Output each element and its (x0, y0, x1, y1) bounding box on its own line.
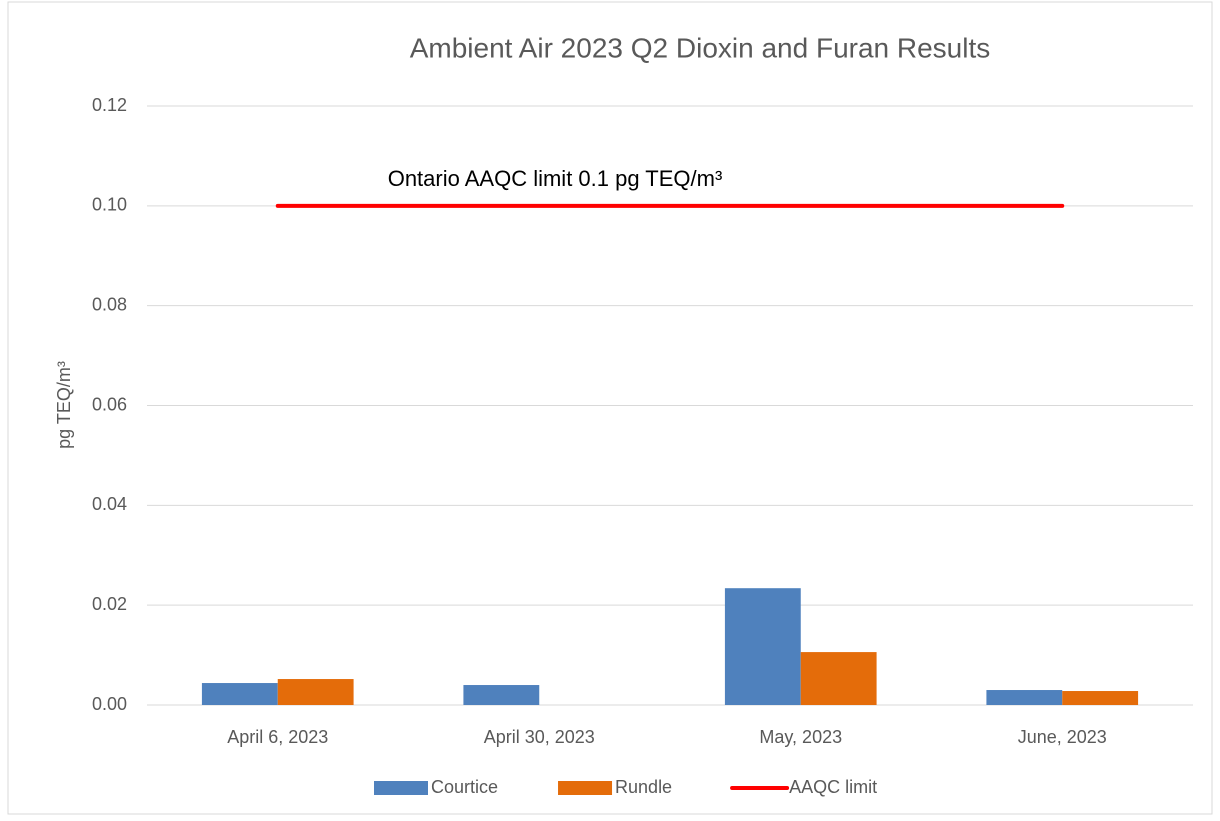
legend-label: Courtice (431, 777, 498, 797)
chart-frame (7, 1, 1213, 815)
bar (1062, 691, 1139, 705)
bar (463, 685, 540, 705)
x-tick-label: May, 2023 (759, 727, 842, 747)
y-axis-label: pg TEQ/m³ (54, 361, 74, 449)
x-tick-label: April 30, 2023 (484, 727, 595, 747)
y-tick-label: 0.06 (92, 394, 127, 414)
legend-label: Rundle (615, 777, 672, 797)
y-tick-label: 0.02 (92, 594, 127, 614)
bar (201, 683, 278, 705)
y-tick-label: 0.08 (92, 294, 127, 314)
y-tick-label: 0.04 (92, 494, 127, 514)
y-tick-label: 0.00 (92, 694, 127, 714)
bar (986, 690, 1063, 705)
bar (277, 679, 354, 705)
x-tick-label: June, 2023 (1018, 727, 1107, 747)
x-tick-label: April 6, 2023 (227, 727, 328, 747)
y-tick-label: 0.12 (92, 95, 127, 115)
y-tick-label: 0.10 (92, 195, 127, 215)
legend-swatch (374, 781, 428, 795)
annotation: Ontario AAQC limit 0.1 pg TEQ/m³ (388, 166, 723, 191)
bar (800, 652, 877, 705)
bar (724, 588, 801, 705)
legend-swatch (558, 781, 613, 795)
chart-title: Ambient Air 2023 Q2 Dioxin and Furan Res… (410, 32, 991, 63)
legend-label: AAQC limit (789, 777, 877, 797)
